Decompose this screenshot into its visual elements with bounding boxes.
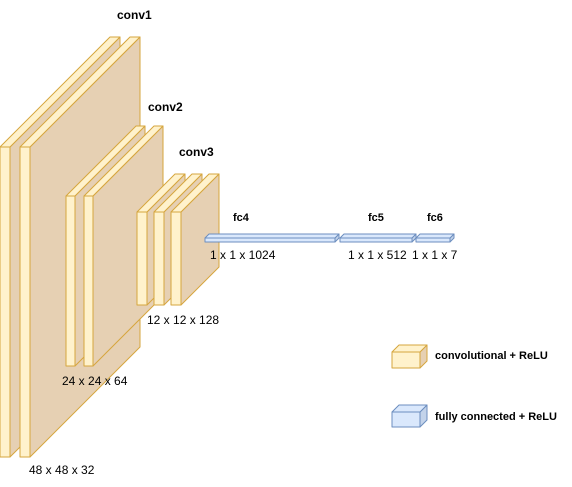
conv2-size-label: 24 x 24 x 64: [62, 374, 128, 388]
conv3-label: conv3: [179, 145, 214, 159]
fc4-size-label: 1 x 1 x 1024: [210, 248, 276, 262]
legend-conv-icon: [391, 344, 428, 369]
conv3-slab-3: [170, 173, 220, 306]
conv2-label: conv2: [148, 100, 183, 114]
conv2-slab-2: [83, 125, 164, 367]
conv1-slab-2: [19, 36, 141, 458]
fc6-label: fc6: [427, 212, 443, 224]
fc4-bar: [204, 233, 340, 243]
legend-fc-icon: [391, 404, 428, 428]
fc5-size-label: 1 x 1 x 512: [348, 248, 407, 262]
fc6-size-label: 1 x 1 x 7: [412, 248, 458, 262]
conv1-label: conv1: [117, 8, 152, 22]
conv3-size-label: 12 x 12 x 128: [147, 313, 220, 327]
legend-conv-label: convolutional + ReLU: [435, 350, 548, 362]
conv1-size-label: 48 x 48 x 32: [29, 463, 95, 477]
fc5-label: fc5: [368, 212, 384, 224]
fc6-bar: [415, 233, 455, 243]
fc5-bar: [339, 233, 417, 243]
fc4-label: fc4: [233, 212, 249, 224]
legend-fc-label: fully connected + ReLU: [435, 411, 557, 423]
